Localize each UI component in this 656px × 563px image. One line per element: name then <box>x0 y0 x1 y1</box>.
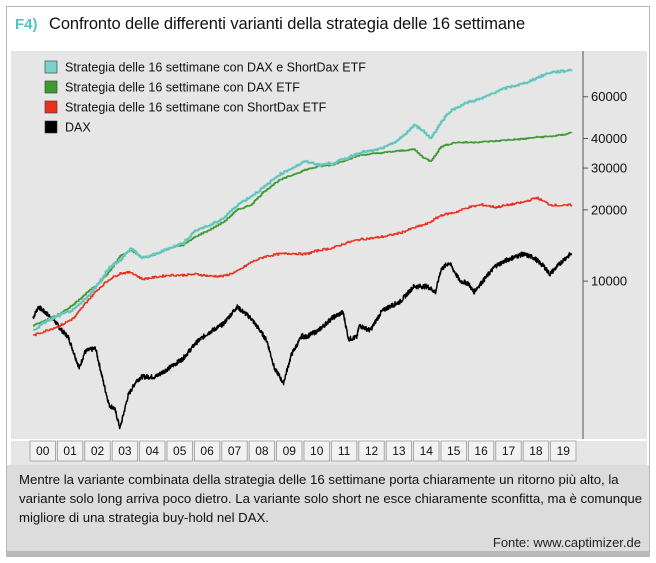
legend-swatch-short <box>44 100 58 114</box>
caption-text: Mentre la variante combinata della strat… <box>19 472 643 525</box>
x-axis-divider <box>11 439 647 441</box>
x-tick-box <box>193 440 221 462</box>
legend-swatch-long <box>44 80 58 94</box>
figure-header: F4) Confronto delle differenti varianti … <box>7 7 649 41</box>
x-tick-box <box>29 440 56 462</box>
series-lines <box>32 68 573 430</box>
y-tick-label: 20000 <box>591 202 627 217</box>
x-tick-label: 00 <box>36 444 50 458</box>
y-tick-label: 30000 <box>591 161 627 176</box>
chart: 00 01 02 03 04 05 06 07 08 09 10 11 12 13 14 15 16 17 18 19… <box>11 51 647 462</box>
series-line-short <box>33 196 573 337</box>
x-tick-label: 16 <box>474 444 488 458</box>
legend-swatch-combined <box>44 60 58 74</box>
x-tick-label: 09 <box>283 444 297 458</box>
x-tick-label: 01 <box>63 444 77 458</box>
x-tick-label: 02 <box>91 444 105 458</box>
legend-label-short: Strategia delle 16 settimane con ShortDa… <box>65 101 327 115</box>
y-tick-label: 10000 <box>591 274 627 289</box>
x-tick-box <box>385 440 413 462</box>
series-outline-combined <box>33 69 572 331</box>
x-tick-label: 17 <box>502 444 516 458</box>
figure-frame: F4) Confronto delle differenti varianti … <box>6 6 650 557</box>
x-tick-label: 10 <box>310 444 324 458</box>
legend-label-combined: Strategia delle 16 settimane con DAX e S… <box>65 61 366 75</box>
x-tick-box <box>358 440 385 462</box>
series-line-dax <box>32 251 573 430</box>
x-tick-label: 14 <box>420 444 434 458</box>
x-tick-label: 15 <box>447 444 461 458</box>
x-tick-box <box>330 440 358 462</box>
legend: Strategia delle 16 settimane con DAX e S… <box>44 60 366 135</box>
x-tick-box <box>111 440 138 462</box>
x-tick-box <box>248 440 275 462</box>
x-tick-box <box>413 440 440 462</box>
legend-swatch-dax <box>44 120 58 134</box>
x-tick-box <box>166 440 193 462</box>
x-tick-label: 06 <box>200 444 214 458</box>
y-tick-label: 60000 <box>591 89 627 104</box>
caption-box: Mentre la variante combinata della strat… <box>7 465 649 551</box>
x-tick-label: 13 <box>392 444 406 458</box>
x-tick-label: 08 <box>255 444 269 458</box>
figure-title: Confronto delle differenti varianti dell… <box>49 15 526 33</box>
x-tick-box <box>139 440 166 462</box>
x-tick-label: 03 <box>118 444 132 458</box>
x-tick-box <box>467 440 495 462</box>
bottom-rule <box>7 551 649 556</box>
x-axis-band: 00 01 02 03 04 05 06 07 08 09 10 11 12 13 14 15 16 17 18 19 <box>11 439 647 462</box>
chart-panel: 00 01 02 03 04 05 06 07 08 09 10 11 12 13 14 15 16 17 18 19… <box>11 51 647 465</box>
legend-label-dax: DAX <box>65 121 91 135</box>
x-tick-box <box>440 440 467 462</box>
y-axis: 10000 20000 30000 40000 60000 <box>582 51 627 439</box>
x-tick-box <box>522 440 550 462</box>
y-tick-label: 40000 <box>591 131 627 146</box>
x-tick-label: 18 <box>529 444 543 458</box>
x-tick-box <box>57 440 84 462</box>
x-tick-label: 19 <box>557 444 571 458</box>
x-tick-box <box>303 440 330 462</box>
x-tick-label: 05 <box>173 444 187 458</box>
source-text: Fonte: www.captimizer.de <box>492 535 641 550</box>
x-tick-label: 04 <box>146 444 160 458</box>
legend-label-long: Strategia delle 16 settimane con DAX ETF <box>65 81 300 95</box>
x-tick-box <box>550 440 577 462</box>
x-tick-box <box>221 440 248 462</box>
x-tick-label: 07 <box>228 444 242 458</box>
x-tick-box <box>276 440 303 462</box>
series-line-long <box>33 131 573 327</box>
x-tick-box <box>495 440 522 462</box>
x-tick-label: 11 <box>338 444 351 458</box>
figure-label: F4) <box>15 16 38 33</box>
x-tick-label: 12 <box>365 444 379 458</box>
x-tick-box <box>84 440 111 462</box>
